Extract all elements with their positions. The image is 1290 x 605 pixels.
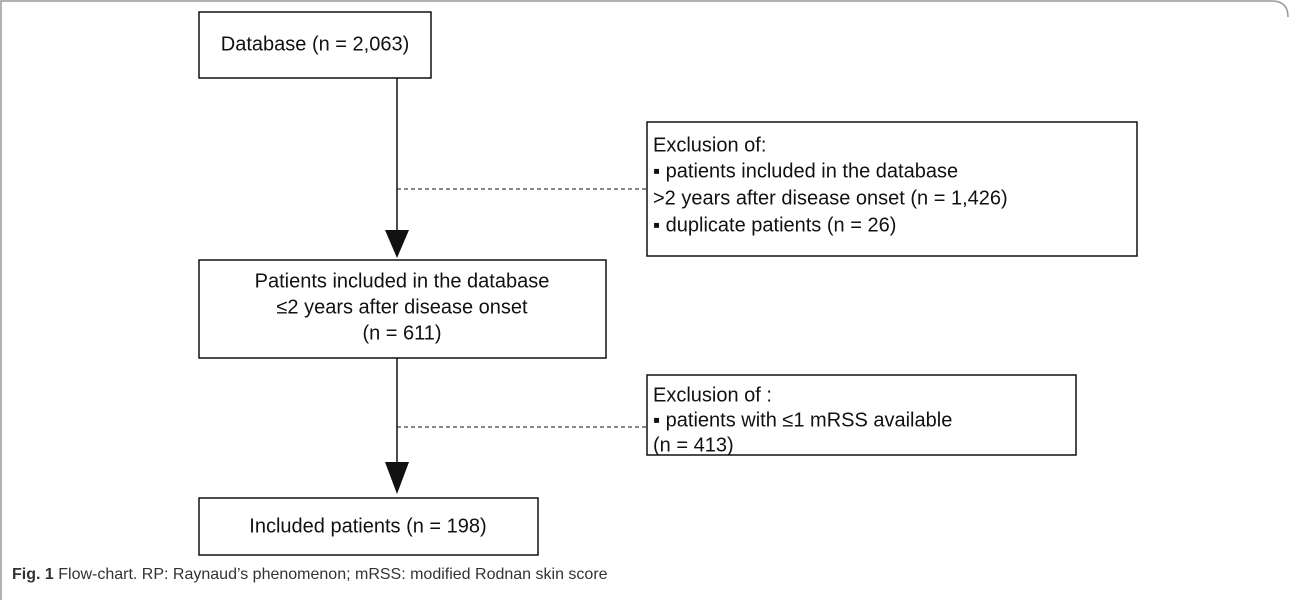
node-box xyxy=(198,497,539,556)
exclusion-box xyxy=(646,374,1077,456)
exclusion-text: >2 years after disease onset (n = 1,426) xyxy=(653,187,1008,209)
node-box xyxy=(198,11,432,79)
node-text: Database (n = 2,063) xyxy=(221,33,409,55)
caption-label: Fig. 1 xyxy=(12,566,54,583)
arrow-head xyxy=(385,230,409,258)
caption-text: Flow-chart. RP: Raynaud’s phenomenon; mR… xyxy=(58,566,607,583)
node-box xyxy=(198,259,607,359)
arrow-head xyxy=(385,462,409,494)
exclusion-text: ▪ patients included in the database xyxy=(653,160,958,182)
node-text: Patients included in the database xyxy=(255,270,550,292)
caption: Fig. 1 Flow-chart. RP: Raynaud’s phenome… xyxy=(12,566,608,583)
node-text: ≤2 years after disease onset xyxy=(276,296,528,318)
exclusion-text: (n = 413) xyxy=(653,434,734,456)
exclusion-box xyxy=(646,121,1138,257)
exclusion-text: ▪ patients with ≤1 mRSS available xyxy=(653,409,952,431)
node-text: (n = 611) xyxy=(362,322,441,344)
node-text: Included patients (n = 198) xyxy=(249,515,486,537)
exclusion-text: ▪ duplicate patients (n = 26) xyxy=(653,214,896,236)
exclusion-text: Exclusion of: xyxy=(653,134,766,156)
exclusion-text: Exclusion of : xyxy=(653,384,772,406)
